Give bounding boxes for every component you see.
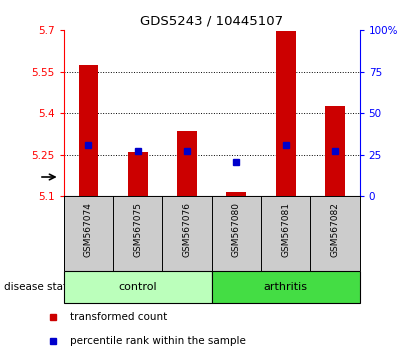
Bar — [79, 65, 98, 196]
Bar — [128, 152, 148, 196]
Bar — [226, 192, 246, 196]
Text: GSM567082: GSM567082 — [330, 202, 339, 257]
Bar — [325, 106, 345, 196]
Text: control: control — [118, 282, 157, 292]
Text: transformed count: transformed count — [70, 312, 167, 322]
Text: GSM567081: GSM567081 — [281, 202, 290, 257]
Text: GSM567074: GSM567074 — [84, 202, 93, 257]
Text: percentile rank within the sample: percentile rank within the sample — [70, 336, 246, 346]
Text: disease state: disease state — [4, 282, 74, 292]
Title: GDS5243 / 10445107: GDS5243 / 10445107 — [140, 15, 283, 28]
Bar — [276, 32, 296, 196]
Text: GSM567080: GSM567080 — [232, 202, 241, 257]
Text: GSM567075: GSM567075 — [133, 202, 142, 257]
Text: GSM567076: GSM567076 — [182, 202, 192, 257]
Bar — [177, 131, 197, 196]
Text: arthritis: arthritis — [263, 282, 308, 292]
